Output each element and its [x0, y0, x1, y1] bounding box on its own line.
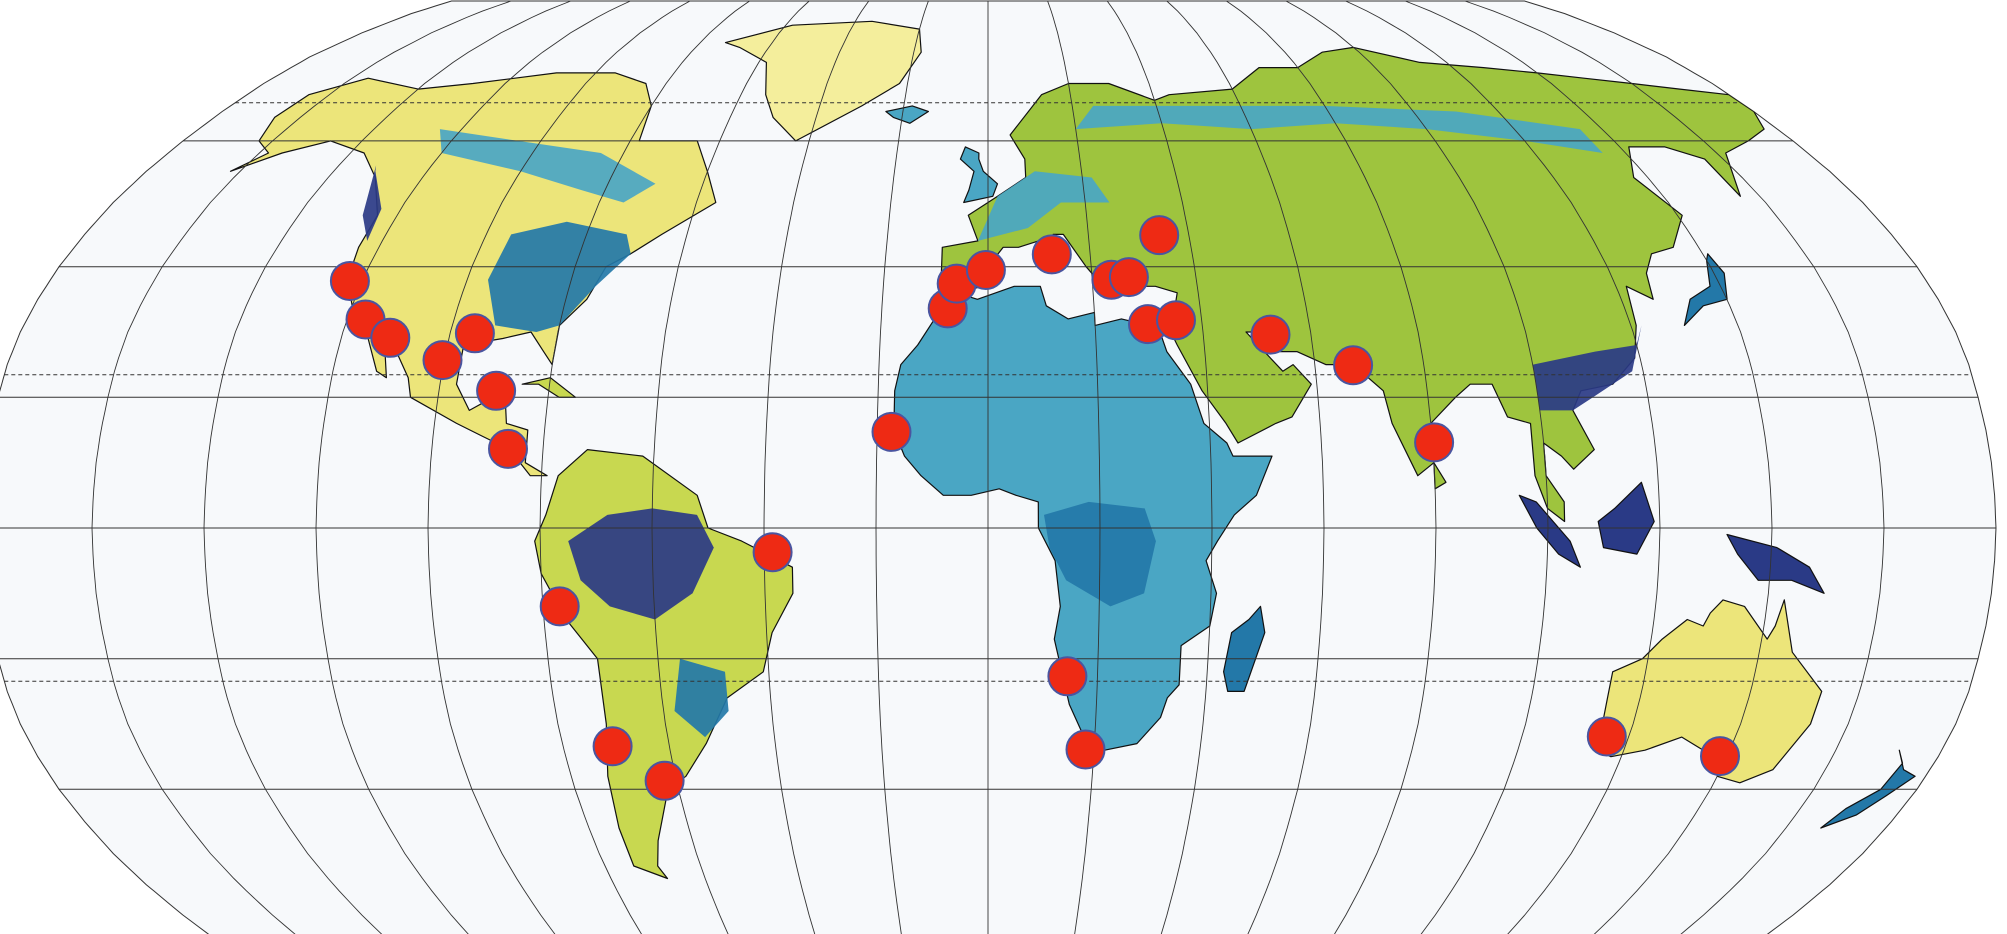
site-marker — [488, 428, 528, 469]
site-marker — [1108, 257, 1149, 298]
site-marker — [476, 370, 517, 411]
vegetation-pacific-northwest — [362, 165, 382, 241]
site-marker — [1414, 422, 1455, 463]
land-new-zealand — [1820, 749, 1916, 829]
vegetation-western-europe — [977, 171, 1110, 241]
vegetation-east-usa — [488, 221, 631, 332]
land-japan — [1683, 253, 1728, 326]
vegetation-amazon — [568, 508, 714, 620]
site-marker — [1065, 729, 1106, 770]
vegetation-southeast-asia — [1532, 325, 1642, 411]
land-iceland — [885, 105, 929, 124]
site-marker — [370, 317, 411, 358]
site-marker — [592, 726, 633, 767]
site-marker — [329, 261, 370, 301]
site-marker — [1047, 656, 1088, 697]
site-marker — [539, 586, 580, 627]
land-borneo — [1597, 481, 1655, 555]
vegetation-boreal-canada — [439, 129, 656, 203]
land-australia — [1596, 599, 1823, 784]
marker-layer — [329, 215, 1740, 801]
site-marker — [1031, 234, 1072, 275]
site-marker — [1250, 314, 1291, 355]
land-madagascar — [1223, 605, 1266, 692]
land-layer — [229, 20, 1916, 880]
site-marker — [454, 313, 495, 354]
site-marker — [1700, 736, 1740, 777]
vegetation-south-brazil — [674, 658, 729, 738]
site-marker — [1139, 215, 1180, 256]
land-new-guinea — [1726, 533, 1825, 594]
site-marker — [752, 532, 793, 573]
vegetation-boreal-belt — [1075, 105, 1603, 153]
site-marker — [871, 411, 912, 452]
site-marker — [644, 760, 685, 801]
land-greenland — [724, 20, 922, 142]
site-marker — [422, 340, 463, 381]
site-marker — [1586, 716, 1627, 757]
site-marker — [1156, 300, 1196, 341]
site-marker — [965, 250, 1006, 290]
site-marker — [1333, 345, 1374, 386]
